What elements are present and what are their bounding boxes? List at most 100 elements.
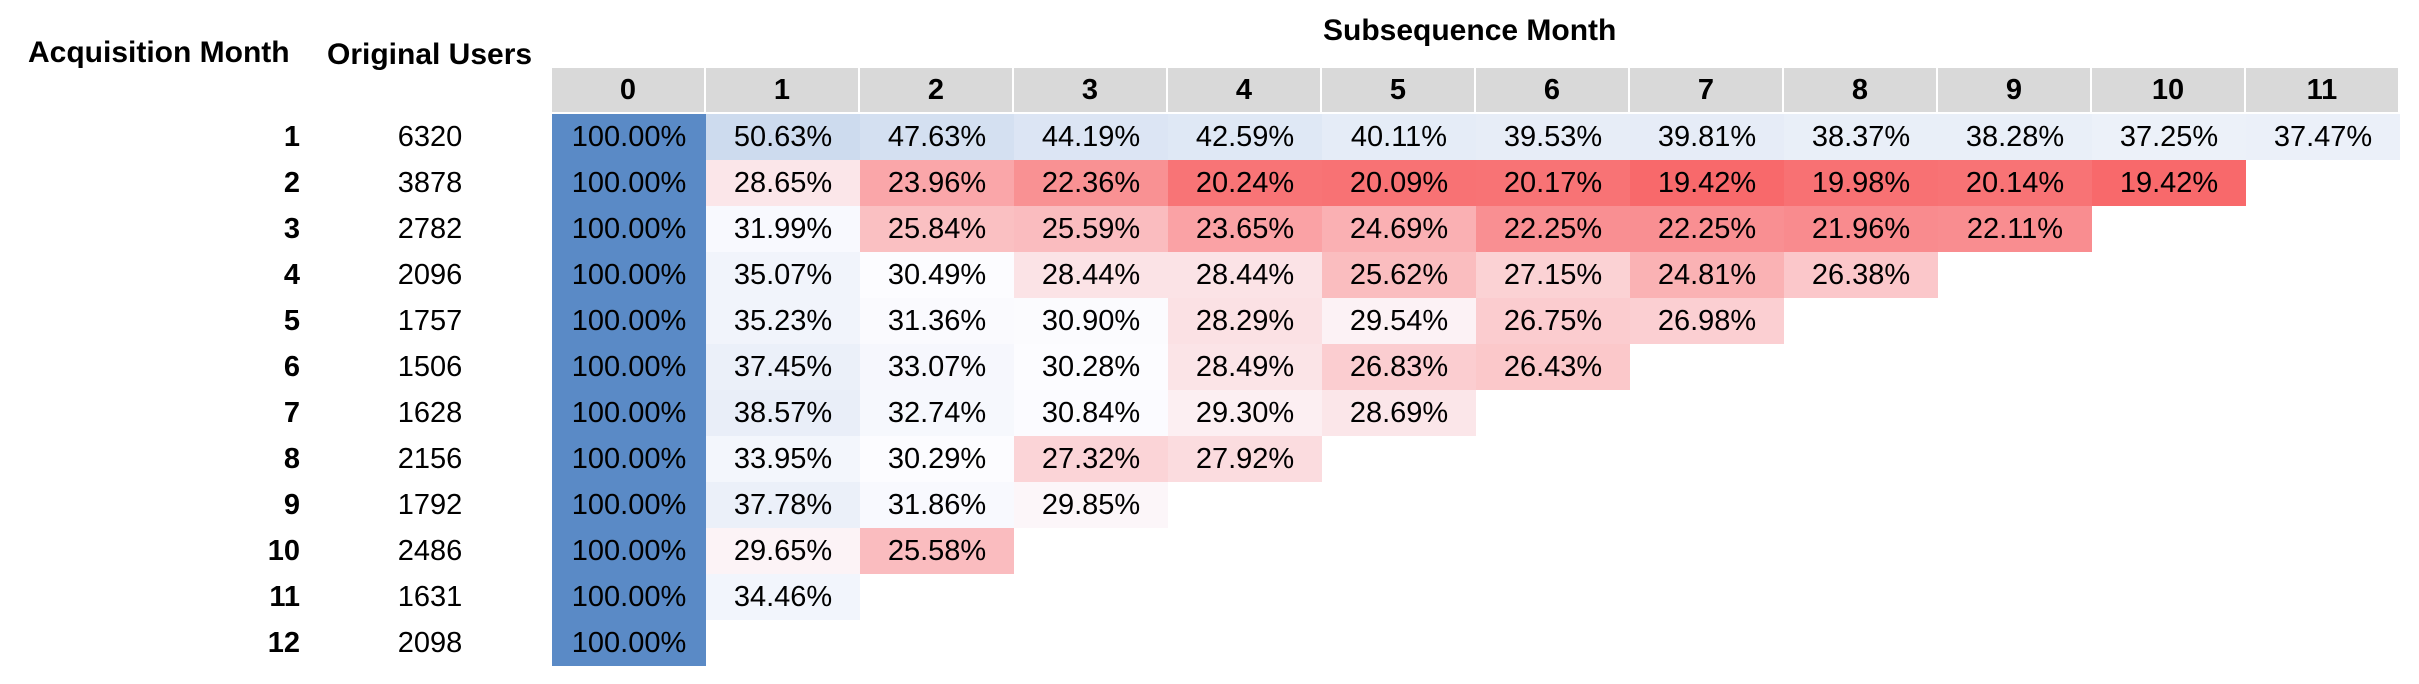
retention-cell: 29.30% xyxy=(1168,390,1322,436)
row-original-users: 2486 xyxy=(397,535,463,567)
retention-cell: 22.25% xyxy=(1630,206,1784,252)
row-original-users: 1631 xyxy=(397,581,463,613)
retention-cell: 37.47% xyxy=(2246,114,2400,160)
retention-cell: 26.98% xyxy=(1630,298,1784,344)
retention-cell: 29.54% xyxy=(1322,298,1476,344)
retention-cell: 30.28% xyxy=(1014,344,1168,390)
row-acquisition-month: 9 xyxy=(283,489,300,521)
retention-cell: 100.00% xyxy=(552,620,706,666)
retention-cell: 27.32% xyxy=(1014,436,1168,482)
retention-cell: 30.90% xyxy=(1014,298,1168,344)
retention-cell: 100.00% xyxy=(552,114,706,160)
retention-cell: 33.07% xyxy=(860,344,1014,390)
retention-cell: 34.46% xyxy=(706,574,860,620)
retention-cell: 19.98% xyxy=(1784,160,1938,206)
retention-cell: 31.36% xyxy=(860,298,1014,344)
retention-cell: 38.57% xyxy=(706,390,860,436)
retention-cell: 30.29% xyxy=(860,436,1014,482)
retention-cell: 32.74% xyxy=(860,390,1014,436)
retention-cell: 24.69% xyxy=(1322,206,1476,252)
column-header: 2 xyxy=(860,68,1012,112)
retention-cell: 19.42% xyxy=(1630,160,1784,206)
retention-cell: 28.29% xyxy=(1168,298,1322,344)
row-original-users: 1757 xyxy=(397,305,463,337)
column-header: 0 xyxy=(552,68,704,112)
retention-cell: 100.00% xyxy=(552,252,706,298)
column-header: 7 xyxy=(1630,68,1782,112)
retention-cell: 100.00% xyxy=(552,436,706,482)
retention-cell: 39.53% xyxy=(1476,114,1630,160)
retention-cell: 23.96% xyxy=(860,160,1014,206)
retention-cell: 24.81% xyxy=(1630,252,1784,298)
retention-cell: 30.84% xyxy=(1014,390,1168,436)
row-acquisition-month: 3 xyxy=(283,213,300,245)
column-header: 8 xyxy=(1784,68,1936,112)
retention-cell: 28.69% xyxy=(1322,390,1476,436)
retention-cell: 20.24% xyxy=(1168,160,1322,206)
retention-cell: 44.19% xyxy=(1014,114,1168,160)
row-original-users: 3878 xyxy=(397,167,463,199)
row-acquisition-month: 12 xyxy=(267,627,300,659)
retention-cell: 47.63% xyxy=(860,114,1014,160)
row-original-users: 1792 xyxy=(397,489,463,521)
subsequence-month-header: Subsequence Month xyxy=(1323,14,1617,47)
retention-cell: 27.92% xyxy=(1168,436,1322,482)
retention-cell: 100.00% xyxy=(552,206,706,252)
retention-cell: 37.78% xyxy=(706,482,860,528)
retention-cell: 22.11% xyxy=(1938,206,2092,252)
row-acquisition-month: 1 xyxy=(283,121,300,153)
retention-cell: 100.00% xyxy=(552,528,706,574)
retention-cell: 50.63% xyxy=(706,114,860,160)
row-acquisition-month: 4 xyxy=(283,259,300,291)
row-original-users: 2096 xyxy=(397,259,463,291)
retention-cell: 31.86% xyxy=(860,482,1014,528)
retention-cell: 100.00% xyxy=(552,574,706,620)
row-original-users: 1628 xyxy=(397,397,463,429)
retention-cell: 29.85% xyxy=(1014,482,1168,528)
column-header: 5 xyxy=(1322,68,1474,112)
retention-cell: 38.28% xyxy=(1938,114,2092,160)
column-header: 6 xyxy=(1476,68,1628,112)
retention-cell: 25.84% xyxy=(860,206,1014,252)
retention-cell: 26.43% xyxy=(1476,344,1630,390)
column-header: 10 xyxy=(2092,68,2244,112)
row-original-users: 1506 xyxy=(397,351,463,383)
retention-cell: 20.09% xyxy=(1322,160,1476,206)
row-acquisition-month: 6 xyxy=(283,351,300,383)
retention-cell: 28.44% xyxy=(1168,252,1322,298)
retention-cell: 25.59% xyxy=(1014,206,1168,252)
row-original-users: 6320 xyxy=(397,121,463,153)
row-original-users: 2782 xyxy=(397,213,463,245)
retention-cell: 26.38% xyxy=(1784,252,1938,298)
column-header: 1 xyxy=(706,68,858,112)
row-acquisition-month: 11 xyxy=(269,581,300,613)
retention-cell: 33.95% xyxy=(706,436,860,482)
retention-cell: 100.00% xyxy=(552,344,706,390)
retention-cell: 21.96% xyxy=(1784,206,1938,252)
row-acquisition-month: 5 xyxy=(283,305,300,337)
column-header: 11 xyxy=(2246,68,2398,112)
row-acquisition-month: 8 xyxy=(283,443,300,475)
retention-cell: 19.42% xyxy=(2092,160,2246,206)
retention-cell: 100.00% xyxy=(552,160,706,206)
retention-cell: 30.49% xyxy=(860,252,1014,298)
retention-cell: 38.37% xyxy=(1784,114,1938,160)
retention-cell: 35.23% xyxy=(706,298,860,344)
retention-cell: 42.59% xyxy=(1168,114,1322,160)
retention-cell: 39.81% xyxy=(1630,114,1784,160)
retention-cell: 20.14% xyxy=(1938,160,2092,206)
row-acquisition-month: 2 xyxy=(283,167,300,199)
column-header: 9 xyxy=(1938,68,2090,112)
retention-cell: 20.17% xyxy=(1476,160,1630,206)
retention-cell: 35.07% xyxy=(706,252,860,298)
retention-cell: 28.44% xyxy=(1014,252,1168,298)
retention-cell: 28.65% xyxy=(706,160,860,206)
retention-cell: 100.00% xyxy=(552,390,706,436)
retention-cell: 23.65% xyxy=(1168,206,1322,252)
retention-cell: 40.11% xyxy=(1322,114,1476,160)
retention-cell: 22.25% xyxy=(1476,206,1630,252)
retention-cell: 100.00% xyxy=(552,298,706,344)
retention-cell: 22.36% xyxy=(1014,160,1168,206)
row-original-users: 2156 xyxy=(397,443,463,475)
